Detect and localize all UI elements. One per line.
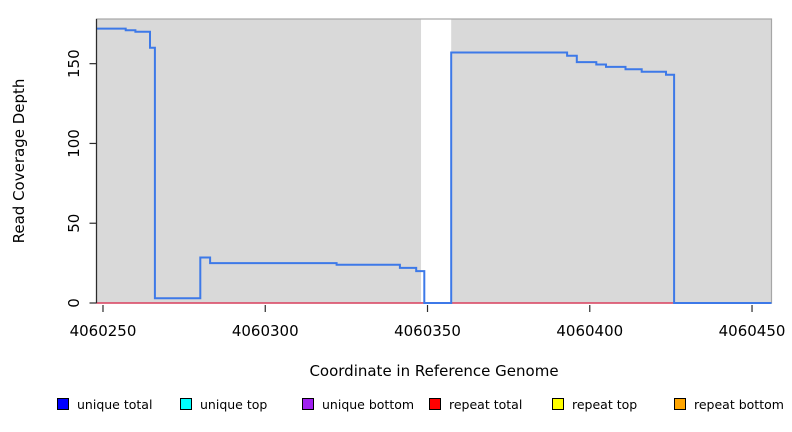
legend-swatch-repeat-bottom bbox=[674, 398, 686, 410]
legend-item-repeat-bottom: repeat bottom bbox=[674, 396, 784, 412]
legend-swatch-repeat-top bbox=[552, 398, 564, 410]
legend-label: repeat total bbox=[449, 396, 523, 412]
legend-item-repeat-total: repeat total bbox=[429, 396, 522, 412]
y-tick-label: 150 bbox=[65, 49, 83, 78]
legend-swatch-repeat-total bbox=[429, 398, 441, 410]
series-line-unique-total-coverage bbox=[96, 27, 772, 304]
legend-label: unique bottom bbox=[322, 396, 415, 412]
x-tick-label: 4060350 bbox=[394, 322, 461, 340]
legend-item-unique-bottom: unique bottom bbox=[302, 396, 414, 412]
legend-swatch-unique-total bbox=[57, 398, 69, 410]
legend-label: unique top bbox=[200, 396, 268, 412]
y-tick-label: 50 bbox=[65, 214, 83, 233]
legend-swatch-unique-bottom bbox=[302, 398, 314, 410]
legend-item-repeat-top: repeat top bbox=[552, 396, 637, 412]
y-tick-label: 100 bbox=[65, 129, 83, 158]
x-tick-label: 4060450 bbox=[719, 322, 786, 340]
legend-label: unique total bbox=[77, 396, 153, 412]
x-tick-label: 4060250 bbox=[70, 322, 137, 340]
legend: unique total unique top unique bottom repea… bbox=[0, 396, 792, 418]
x-axis-title: Coordinate in Reference Genome bbox=[309, 362, 559, 380]
plot-canvas: 0 50 100 150 4060250 4060300 4060350 4060400 406… bbox=[65, 18, 786, 340]
no-data-gap bbox=[421, 19, 452, 302]
y-tick-label: 0 bbox=[65, 298, 83, 308]
legend-item-unique-top: unique top bbox=[180, 396, 267, 412]
legend-swatch-unique-top bbox=[180, 398, 192, 410]
legend-label: repeat bottom bbox=[694, 396, 784, 412]
legend-item-unique-total: unique total bbox=[57, 396, 152, 412]
x-tick-label: 4060400 bbox=[556, 322, 623, 340]
x-tick-label: 4060300 bbox=[232, 322, 299, 340]
legend-label: repeat top bbox=[572, 396, 638, 412]
y-axis-title: Read Coverage Depth bbox=[10, 78, 28, 244]
